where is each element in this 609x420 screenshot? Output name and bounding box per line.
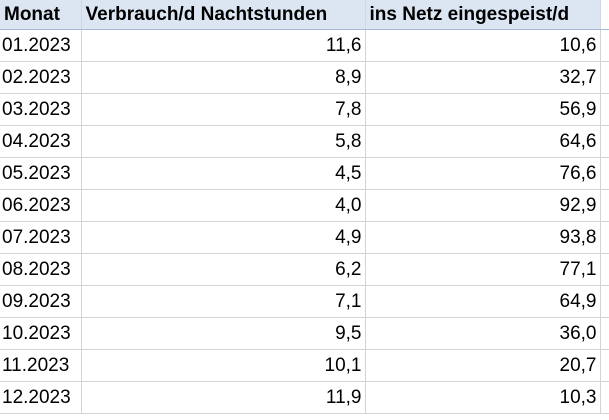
table-row: 05.2023 4,5 76,6 [0, 157, 609, 190]
table-row: 06.2023 4,0 92,9 [0, 189, 609, 222]
month-cell[interactable]: 05.2023 [0, 157, 82, 190]
feed-in-cell[interactable]: 32,7 [365, 61, 601, 94]
table-row: 03.2023 7,8 56,9 [0, 93, 609, 126]
table-row: 07.2023 4,9 93,8 [0, 221, 609, 254]
month-cell[interactable]: 08.2023 [0, 253, 82, 286]
consumption-cell[interactable]: 7,8 [81, 93, 366, 126]
header-cell-eingespeist[interactable]: ins Netz eingespeist/d [365, 0, 601, 30]
table-row: 10.2023 9,5 36,0 [0, 317, 609, 350]
consumption-cell[interactable]: 4,5 [81, 157, 366, 190]
consumption-cell[interactable]: 11,9 [81, 381, 366, 414]
empty-cell[interactable] [600, 125, 609, 158]
table-row: 02.2023 8,9 32,7 [0, 61, 609, 94]
consumption-cell[interactable]: 9,5 [81, 317, 366, 350]
header-cell-verbrauch[interactable]: Verbrauch/d Nachtstunden [81, 0, 366, 30]
feed-in-cell[interactable]: 76,6 [365, 157, 601, 190]
consumption-cell[interactable]: 5,8 [81, 125, 366, 158]
empty-cell[interactable] [600, 349, 609, 382]
feed-in-cell[interactable]: 10,3 [365, 381, 601, 414]
header-cell-monat[interactable]: Monat [0, 0, 82, 30]
month-cell[interactable]: 12.2023 [0, 381, 82, 414]
table-row: 11.2023 10,1 20,7 [0, 349, 609, 382]
feed-in-cell[interactable]: 64,9 [365, 285, 601, 318]
table-row: 12.2023 11,9 10,3 [0, 381, 609, 414]
consumption-cell[interactable]: 10,1 [81, 349, 366, 382]
month-cell[interactable]: 02.2023 [0, 61, 82, 94]
month-cell[interactable]: 06.2023 [0, 189, 82, 222]
consumption-cell[interactable]: 4,9 [81, 221, 366, 254]
consumption-cell[interactable]: 7,1 [81, 285, 366, 318]
empty-cell[interactable] [600, 221, 609, 254]
empty-cell[interactable] [600, 61, 609, 94]
feed-in-cell[interactable]: 10,6 [365, 29, 601, 62]
consumption-cell[interactable]: 4,0 [81, 189, 366, 222]
table-row: 09.2023 7,1 64,9 [0, 285, 609, 318]
consumption-cell[interactable]: 11,6 [81, 29, 366, 62]
table-row: 08.2023 6,2 77,1 [0, 253, 609, 286]
feed-in-cell[interactable]: 64,6 [365, 125, 601, 158]
feed-in-cell[interactable]: 36,0 [365, 317, 601, 350]
month-cell[interactable]: 07.2023 [0, 221, 82, 254]
feed-in-cell[interactable]: 92,9 [365, 189, 601, 222]
feed-in-cell[interactable]: 93,8 [365, 221, 601, 254]
consumption-cell[interactable]: 8,9 [81, 61, 366, 94]
empty-cell[interactable] [600, 285, 609, 318]
empty-cell[interactable] [600, 189, 609, 222]
month-cell[interactable]: 03.2023 [0, 93, 82, 126]
month-cell[interactable]: 01.2023 [0, 29, 82, 62]
month-cell[interactable]: 11.2023 [0, 349, 82, 382]
month-cell[interactable]: 10.2023 [0, 317, 82, 350]
feed-in-cell[interactable]: 20,7 [365, 349, 601, 382]
consumption-cell[interactable]: 6,2 [81, 253, 366, 286]
header-row: Monat Verbrauch/d Nachtstunden ins Netz … [0, 0, 609, 30]
empty-cell[interactable] [600, 317, 609, 350]
empty-cell[interactable] [600, 93, 609, 126]
month-cell[interactable]: 09.2023 [0, 285, 82, 318]
feed-in-cell[interactable]: 56,9 [365, 93, 601, 126]
month-cell[interactable]: 04.2023 [0, 125, 82, 158]
empty-cell[interactable] [600, 253, 609, 286]
feed-in-cell[interactable]: 77,1 [365, 253, 601, 286]
table-row: 04.2023 5,8 64,6 [0, 125, 609, 158]
empty-cell[interactable] [600, 381, 609, 414]
table-row: 01.2023 11,6 10,6 [0, 29, 609, 62]
empty-cell[interactable] [600, 29, 609, 62]
empty-cell[interactable] [600, 0, 609, 30]
empty-cell[interactable] [600, 157, 609, 190]
